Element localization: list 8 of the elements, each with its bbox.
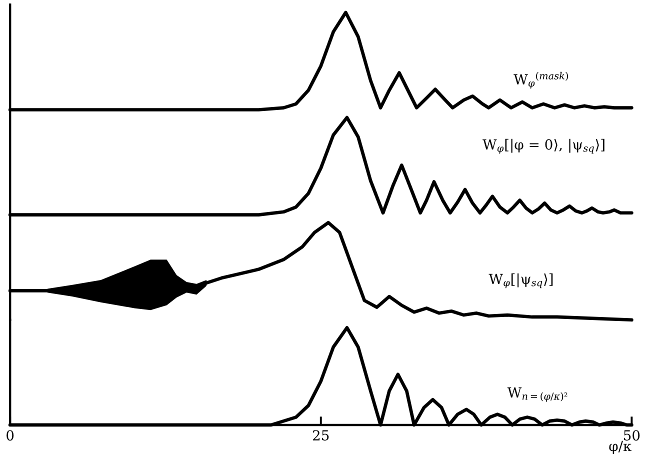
series-label: W$_{φ}$$^{(mask)}$ [514,72,568,89]
series-label: W$_{n=(φ/κ)²}$ [507,387,568,402]
x-tick-label: 50 [624,430,640,441]
x-tick-label: 25 [312,430,329,441]
x-axis-title: φ/κ [609,440,632,454]
series-label: W$_{φ}$[|ψ$_{sq}$⟩] [488,273,553,288]
x-tick-label: 0 [6,430,14,441]
text: W$_{φ}$[|φ = 0⟩, |ψ$_{sq}$⟩] [482,138,604,154]
